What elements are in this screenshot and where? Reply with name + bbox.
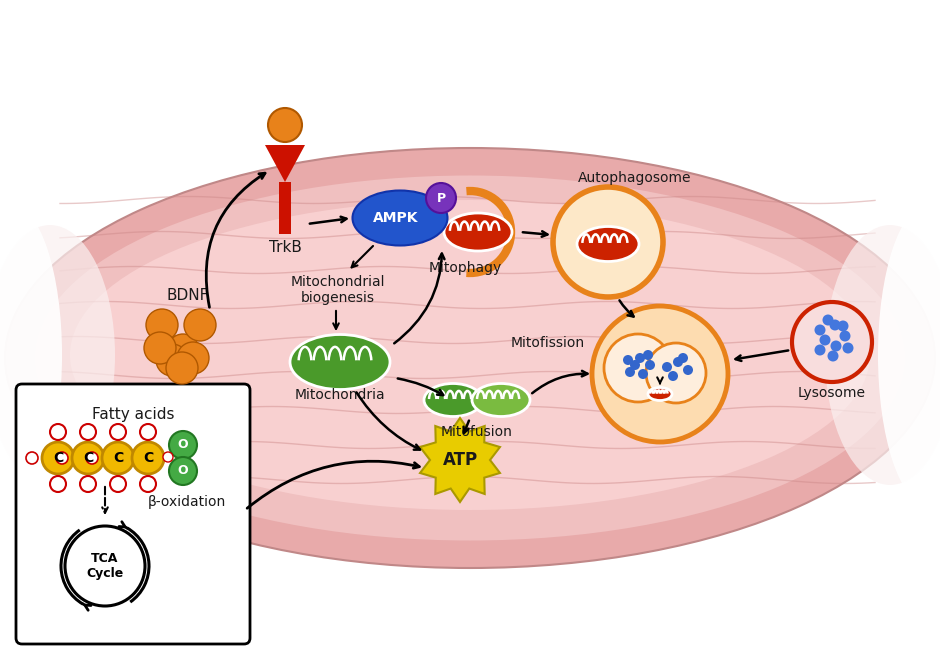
Circle shape xyxy=(553,187,663,297)
Text: Autophagosome: Autophagosome xyxy=(578,171,692,185)
Circle shape xyxy=(166,352,198,384)
Text: TCA: TCA xyxy=(91,553,118,565)
FancyBboxPatch shape xyxy=(16,384,250,644)
Circle shape xyxy=(814,345,825,355)
Text: O: O xyxy=(178,465,188,478)
Circle shape xyxy=(820,334,831,345)
Circle shape xyxy=(26,452,38,464)
Circle shape xyxy=(842,343,854,353)
Circle shape xyxy=(167,334,199,366)
Ellipse shape xyxy=(648,388,672,401)
Circle shape xyxy=(110,424,126,440)
Ellipse shape xyxy=(352,191,447,245)
Circle shape xyxy=(630,360,640,370)
Text: Mitochondria: Mitochondria xyxy=(294,388,385,402)
Text: Lysosome: Lysosome xyxy=(798,386,866,400)
Circle shape xyxy=(668,371,678,381)
Circle shape xyxy=(108,452,120,464)
Circle shape xyxy=(50,424,66,440)
Circle shape xyxy=(625,367,635,377)
Circle shape xyxy=(662,362,672,372)
Circle shape xyxy=(138,452,150,464)
Ellipse shape xyxy=(577,226,639,261)
Ellipse shape xyxy=(0,225,115,485)
Ellipse shape xyxy=(444,213,512,251)
Circle shape xyxy=(146,309,178,341)
Circle shape xyxy=(829,320,840,330)
Text: β-oxidation: β-oxidation xyxy=(148,495,227,509)
Circle shape xyxy=(163,452,173,462)
Circle shape xyxy=(268,108,302,142)
Circle shape xyxy=(814,324,825,336)
Ellipse shape xyxy=(70,200,870,510)
Circle shape xyxy=(827,351,838,361)
Circle shape xyxy=(80,476,96,492)
Ellipse shape xyxy=(424,384,482,417)
Circle shape xyxy=(638,369,648,379)
Ellipse shape xyxy=(878,205,940,505)
Text: BDNF: BDNF xyxy=(166,288,210,303)
Circle shape xyxy=(184,309,216,341)
Circle shape xyxy=(592,306,728,442)
Text: C: C xyxy=(53,451,63,465)
Text: AMPK: AMPK xyxy=(373,211,418,225)
Circle shape xyxy=(646,343,706,403)
Circle shape xyxy=(42,442,74,474)
Circle shape xyxy=(678,353,688,363)
Ellipse shape xyxy=(35,176,905,540)
Circle shape xyxy=(683,365,693,375)
Circle shape xyxy=(86,452,98,464)
Text: Mitochondrial
biogenesis: Mitochondrial biogenesis xyxy=(290,275,385,305)
Circle shape xyxy=(110,476,126,492)
Text: Mitophagy: Mitophagy xyxy=(429,261,502,275)
Circle shape xyxy=(56,452,68,464)
Text: C: C xyxy=(113,451,123,465)
Circle shape xyxy=(140,476,156,492)
Text: O: O xyxy=(178,438,188,451)
Ellipse shape xyxy=(290,334,390,390)
Text: P: P xyxy=(436,191,446,205)
Circle shape xyxy=(140,424,156,440)
Circle shape xyxy=(645,360,655,370)
Bar xyxy=(279,182,291,234)
Polygon shape xyxy=(265,145,305,182)
Circle shape xyxy=(673,357,683,367)
Text: Cycle: Cycle xyxy=(86,567,124,580)
Ellipse shape xyxy=(825,225,940,485)
Circle shape xyxy=(839,330,851,342)
Circle shape xyxy=(50,476,66,492)
Circle shape xyxy=(72,442,104,474)
Circle shape xyxy=(78,452,90,464)
Circle shape xyxy=(156,344,188,376)
Circle shape xyxy=(80,424,96,440)
Text: Mitofission: Mitofission xyxy=(511,336,585,350)
Text: ATP: ATP xyxy=(443,451,478,469)
Text: Fatty acids: Fatty acids xyxy=(92,407,174,422)
Circle shape xyxy=(643,350,653,360)
Circle shape xyxy=(604,334,672,402)
Circle shape xyxy=(102,442,134,474)
Circle shape xyxy=(144,332,176,364)
Circle shape xyxy=(132,442,164,474)
Text: Mitofusion: Mitofusion xyxy=(441,425,513,439)
Ellipse shape xyxy=(0,205,62,505)
Text: C: C xyxy=(143,451,153,465)
Circle shape xyxy=(426,183,456,213)
Circle shape xyxy=(831,340,841,351)
Circle shape xyxy=(169,431,197,459)
Text: C: C xyxy=(83,451,93,465)
Circle shape xyxy=(177,342,209,374)
Polygon shape xyxy=(420,418,500,502)
Circle shape xyxy=(623,355,633,365)
Circle shape xyxy=(822,315,834,326)
Ellipse shape xyxy=(5,148,935,568)
Circle shape xyxy=(65,526,145,606)
Circle shape xyxy=(169,457,197,485)
Circle shape xyxy=(838,320,849,332)
Circle shape xyxy=(635,353,645,363)
Ellipse shape xyxy=(472,384,530,417)
Text: TrkB: TrkB xyxy=(269,241,302,255)
Circle shape xyxy=(792,302,872,382)
